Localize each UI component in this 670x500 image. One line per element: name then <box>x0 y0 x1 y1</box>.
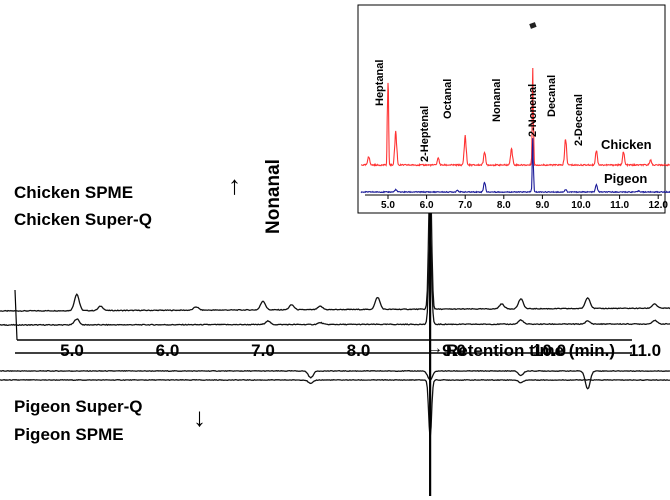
up-arrow-icon: ↑ <box>228 170 241 200</box>
inset-x-tick: 6.0 <box>419 200 434 211</box>
inset-chicken-trace <box>360 68 670 168</box>
inset-peak-label: Octanal <box>442 78 454 119</box>
inset-peak-label: Heptanal <box>374 59 386 106</box>
chicken-spme-label: Chicken SPME <box>14 183 134 202</box>
inset-frame <box>357 4 666 214</box>
inset-x-tick: 12.0 <box>648 200 668 211</box>
nonanal-peak-label: Nonanal <box>263 159 284 234</box>
chicken-spme-trace <box>0 166 670 312</box>
main-x-tick: 9.0 <box>442 341 466 360</box>
inset-x-tick: 8.0 <box>496 200 511 211</box>
retention-time-label: Retention time (min.) <box>446 341 616 360</box>
main-x-tick: 6.0 <box>155 341 180 360</box>
main-x-tick: 7.0 <box>251 341 275 360</box>
pigeon-super-q-trace <box>0 369 670 390</box>
pigeon-spme-label: Pigeon SPME <box>14 425 124 444</box>
inset-peak-label: 2-Decenal <box>573 94 585 146</box>
inset-x-tick: 9.0 <box>535 200 550 211</box>
inset-x-tick: 10.0 <box>571 200 591 211</box>
upper-left-axis <box>14 289 18 341</box>
inset-peak-label: 2-Nonenal <box>527 83 539 137</box>
inset-x-tick: 5.0 <box>381 200 395 211</box>
main-x-tick: 11.0 <box>628 341 662 360</box>
main-x-tick: 10.0 <box>532 341 567 360</box>
pigeon-spme-trace <box>0 378 670 439</box>
inset-peak-label: 2-Heptenal <box>419 105 431 162</box>
inset-chart <box>357 4 670 214</box>
chicken-legend-label: Chicken <box>601 137 652 152</box>
pigeon-legend-label: Pigeon <box>604 171 648 186</box>
right-arrow-icon: → <box>427 340 443 357</box>
inset-x-tick: 7.0 <box>458 200 473 211</box>
main-traces <box>0 12 670 496</box>
pigeon-super-q-label: Pigeon Super-Q <box>14 397 143 416</box>
main-x-tick: 5.0 <box>60 341 84 360</box>
chicken-super-q-trace <box>0 234 670 327</box>
main-x-tick: 8.0 <box>346 341 371 360</box>
inset-peak-label: Decanal <box>546 74 558 117</box>
chicken-super-q-label: Chicken Super-Q <box>14 210 152 229</box>
inset-peak-marker <box>529 22 537 29</box>
inset-traces <box>360 22 670 199</box>
down-arrow-icon: ↓ <box>193 402 206 432</box>
inset-peak-label: Nonanal <box>491 78 503 122</box>
inset-pigeon-trace <box>360 138 670 194</box>
inset-x-tick: 11.0 <box>610 200 630 211</box>
